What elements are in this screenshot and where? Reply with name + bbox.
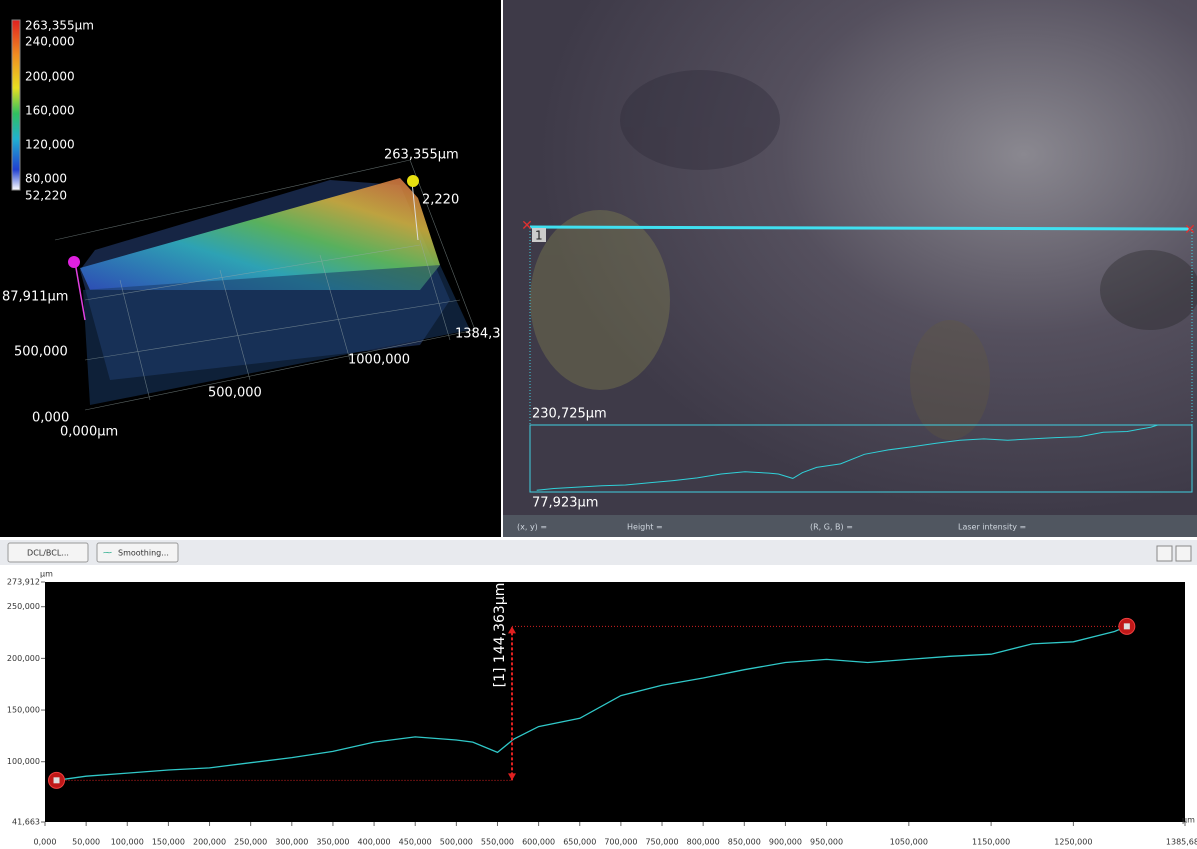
status-field: (R, G, B) =	[810, 523, 853, 532]
color-bar	[12, 20, 20, 190]
toolbar	[0, 540, 1197, 565]
x-tick-label: 100,000	[111, 838, 144, 847]
range-label: 77,923µm	[532, 496, 598, 511]
axis-label: 1384,3	[455, 327, 501, 342]
icon: ⁓	[103, 549, 112, 559]
marker-label: 1	[535, 229, 543, 243]
legend-label: 200,000	[25, 70, 75, 84]
x-tick-label: 1385,686	[1166, 838, 1197, 847]
axis-label: 2,220	[422, 193, 459, 208]
x-tick-label: 1050,000	[890, 838, 928, 847]
axis-label: 500,000	[208, 386, 262, 401]
y-unit: µm	[40, 570, 53, 579]
x-tick-label: 400,000	[358, 838, 391, 847]
legend-label: 80,000	[25, 172, 67, 186]
legend-label: 240,000	[25, 35, 75, 49]
range-label: 230,725µm	[532, 407, 607, 422]
x-tick-label: 350,000	[316, 838, 349, 847]
y-tick-label: 250,000	[7, 602, 40, 611]
x-tick-label: 1250,000	[1054, 838, 1092, 847]
x-tick-label: 550,000	[481, 838, 514, 847]
x-tick-label: 750,000	[645, 838, 678, 847]
profile-line[interactable]	[530, 227, 1190, 229]
x-tick-label: 200,000	[193, 838, 226, 847]
x-tick-label: 250,000	[234, 838, 267, 847]
x-tick-label: 500,000	[440, 838, 473, 847]
axis-label: 1000,000	[348, 353, 410, 368]
button-label[interactable]: Smoothing...	[118, 549, 169, 558]
x-tick-label: 150,000	[152, 838, 185, 847]
x-tick-label: 1150,000	[972, 838, 1010, 847]
x-tick-label: 950,000	[810, 838, 843, 847]
x-tick-label: 450,000	[399, 838, 432, 847]
maximize-button[interactable]	[1176, 546, 1191, 561]
axis-label: 500,000	[14, 345, 68, 360]
x-tick-label: 900,000	[769, 838, 802, 847]
y-tick-label: 100,000	[7, 757, 40, 766]
x-tick-label: 850,000	[728, 838, 761, 847]
line-endpoint[interactable]: ✕	[521, 218, 533, 234]
page: 263,355µm 240,000 200,000 160,000 120,00…	[0, 0, 1197, 849]
axis-label: 0,000	[32, 411, 69, 426]
status-field: Laser intensity =	[958, 523, 1026, 532]
legend-label: 263,355µm	[25, 19, 94, 33]
y-tick-label: 273,912	[7, 578, 40, 587]
axis-label: 263,355µm	[384, 148, 459, 163]
profile-plot	[45, 582, 1185, 822]
line-endpoint[interactable]: ✕	[1184, 222, 1196, 238]
legend-label: 52,220	[25, 189, 67, 203]
button-label[interactable]: DCL/BCL...	[27, 549, 69, 558]
endpoint-icon	[1124, 623, 1130, 629]
x-tick-label: 300,000	[275, 838, 308, 847]
legend-label: 160,000	[25, 104, 75, 118]
x-tick-label: 50,000	[72, 838, 100, 847]
x-tick-label: 800,000	[687, 838, 720, 847]
status-field: (x, y) =	[517, 523, 547, 532]
y-tick-label: 200,000	[7, 654, 40, 663]
screen: 263,355µm 240,000 200,000 160,000 120,00…	[0, 0, 1197, 849]
y-tick-label: 150,000	[7, 706, 40, 715]
minimize-button[interactable]	[1157, 546, 1172, 561]
endpoint-icon	[54, 777, 60, 783]
measure-label: [1] 144,363µm	[492, 583, 508, 688]
axis-label: 87,911µm	[2, 290, 68, 305]
x-unit: µm	[1182, 816, 1195, 825]
x-tick-label: 600,000	[522, 838, 555, 847]
x-tick-label: 650,000	[563, 838, 596, 847]
y-tick-label: 41,663	[12, 818, 40, 827]
status-field: Height =	[627, 523, 663, 532]
axis-label: 0,000µm	[60, 425, 118, 440]
x-tick-label: 0,000	[34, 838, 57, 847]
x-tick-label: 700,000	[604, 838, 637, 847]
legend-label: 120,000	[25, 138, 75, 152]
